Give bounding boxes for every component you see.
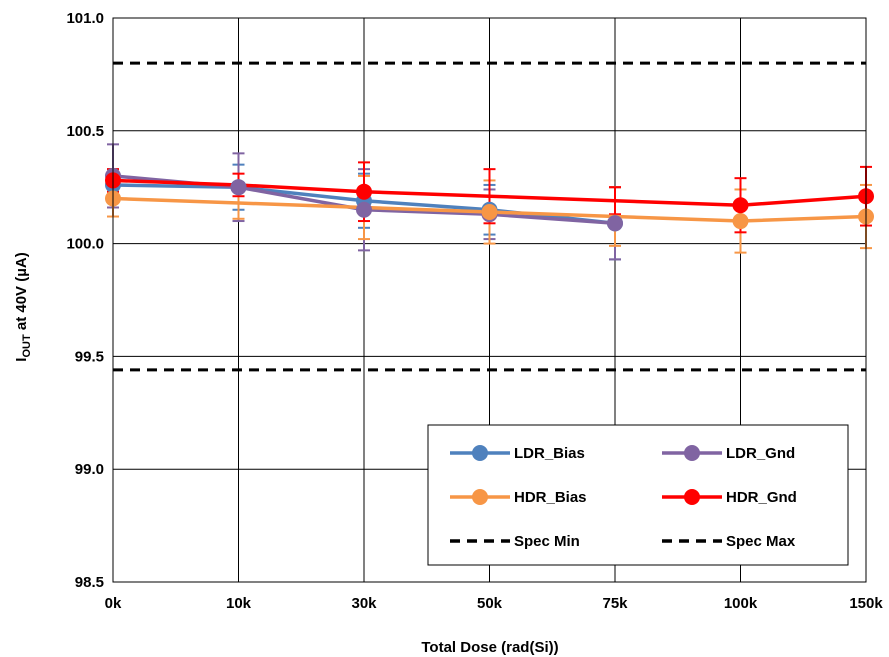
y-tick-label-0: 98.5	[75, 574, 104, 591]
legend-label-HDR_Bias: HDR_Bias	[514, 489, 587, 506]
point-HDR_Bias-5	[732, 213, 749, 230]
y-tick-label-1: 99.0	[75, 461, 104, 478]
y-axis-label-suffix: at 40V (µA)	[13, 252, 30, 334]
point-LDR_Gnd-2	[356, 201, 372, 218]
x-tick-label-2: 30k	[351, 595, 377, 612]
x-axis-label: Total Dose (rad(Si))	[421, 639, 558, 656]
spec-lines	[113, 61, 866, 372]
x-tick-labels: 0k 10k 30k 50k 75k 100k 150k	[105, 595, 884, 612]
x-tick-label-5: 100k	[724, 595, 758, 612]
y-tick-labels: 98.5 99.0 99.5 100.0 100.5 101.0	[66, 10, 104, 591]
axes	[112, 17, 867, 583]
legend-label-Spec Max: Spec Max	[726, 533, 796, 550]
x-tick-label-4: 75k	[602, 595, 628, 612]
x-tick-label-1: 10k	[226, 595, 252, 612]
y-tick-label-4: 100.5	[66, 123, 104, 140]
legend-label-HDR_Gnd: HDR_Gnd	[726, 489, 797, 506]
y-axis-label-sub: OUT	[21, 334, 33, 358]
y-tick-label-5: 101.0	[66, 10, 104, 27]
legend-box	[427, 424, 849, 566]
plot-frame	[112, 17, 867, 583]
point-HDR_Bias-3	[481, 204, 498, 221]
legend-marker-HDR_Bias	[472, 489, 488, 505]
point-HDR_Gnd-2	[356, 183, 372, 200]
legend-label-LDR_Bias: LDR_Bias	[514, 445, 585, 462]
point-LDR_Gnd-4	[607, 215, 623, 232]
legend-marker-LDR_Bias	[472, 445, 488, 461]
series-markers	[105, 167, 874, 232]
x-tick-label-6: 150k	[849, 595, 883, 612]
y-tick-label-2: 99.5	[75, 348, 104, 365]
x-tick-label-3: 50k	[477, 595, 503, 612]
y-axis-label: IOUT at 40V (µA)	[13, 252, 33, 361]
x-tick-label-0: 0k	[105, 595, 122, 612]
legend-marker-HDR_Gnd	[684, 489, 700, 505]
legend-marker-LDR_Gnd	[684, 445, 700, 461]
y-tick-label-3: 100.0	[66, 236, 104, 253]
point-LDR_Gnd-1	[230, 179, 247, 196]
legend-label-LDR_Gnd: LDR_Gnd	[726, 445, 795, 462]
legend-label-Spec Min: Spec Min	[514, 533, 580, 550]
point-HDR_Gnd-5	[732, 197, 749, 214]
legend: LDR_Bias LDR_Gnd HDR_Bias HDR_Gnd Spec Min Sp…	[427, 424, 849, 566]
y-axis-label-prefix: I	[13, 358, 30, 362]
